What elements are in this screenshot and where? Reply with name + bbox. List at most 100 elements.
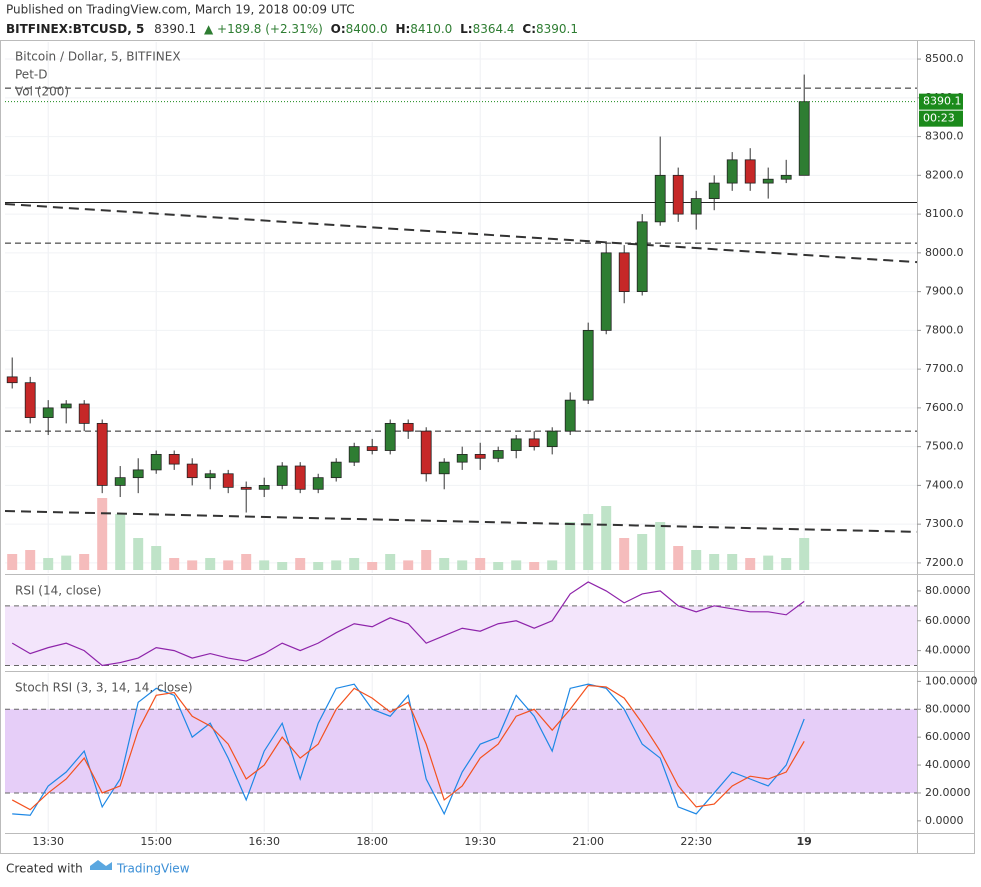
volume-bar [349,558,360,570]
volume-bar [637,534,648,570]
ohlc-value: 8410.0 [410,22,452,36]
candle-body [114,477,126,486]
volume-bar [61,555,72,570]
candle-body [294,465,306,490]
y-tick-label: 0.0000 [925,814,964,827]
candle-body [330,461,342,479]
footer-brand[interactable]: TradingView [116,862,190,876]
candle-body [78,403,90,424]
last-price-label: 8390.1 [923,95,962,108]
ohlc-value: 8400.0 [346,22,388,36]
candle-body [150,453,162,471]
ohlc-label: C: [522,22,536,36]
candle-body [168,453,180,465]
candle-body [780,174,792,180]
y-tick-label: 7400.0 [925,478,964,491]
x-tick-label: 16:30 [248,835,280,848]
x-tick-label: 22:30 [680,835,712,848]
last: 8390.1 [154,22,196,36]
indicator-label: Pet-D [15,68,47,82]
volume-bar [241,554,252,570]
volume-bar [403,560,414,570]
volume-bar [169,558,180,570]
volume-bar [439,558,450,570]
candle-body [582,329,594,401]
volume-bar [655,522,666,570]
candle-body [510,438,522,451]
candle-body [42,407,54,418]
volume-bar [619,538,630,570]
candle-body [600,252,612,331]
y-tick-label: 40.0000 [925,758,971,771]
symbol: BITFINEX:BTCUSD, 5 [6,22,144,36]
volume-bar [673,546,684,570]
volume-bar [799,538,810,570]
x-tick-label: 15:00 [140,835,172,848]
volume-bar [691,550,702,570]
countdown-label: 00:23 [923,112,955,125]
volume-bar [277,562,288,570]
trend-line [4,509,918,533]
x-tick-label: 13:30 [32,835,64,848]
candle-body [366,446,378,451]
y-tick-label: 7200.0 [925,556,964,569]
volume-bar [529,562,540,570]
candle-body [456,453,468,463]
candle-body [690,198,702,215]
volume-bar [25,550,36,570]
candle-body [762,178,774,184]
volume-bar [367,562,378,570]
candle-body [492,450,504,459]
indicator-label: Vol (200) [15,85,69,99]
volume-bar [511,560,522,570]
volume-bar [457,560,468,570]
volume-bar [583,514,594,570]
change: ▲ +189.8 (+2.31%) [204,22,323,36]
y-tick-label: 7500.0 [925,440,964,453]
y-tick-label: 7800.0 [925,323,964,336]
pane-title: Stoch RSI (3, 3, 14, 14, close) [15,681,193,695]
y-tick-label: 80.0000 [925,584,971,597]
candle-body [672,174,684,215]
candle-body [708,182,720,199]
x-tick-label: 18:00 [356,835,388,848]
volume-bar [205,558,216,570]
indicator-line [11,581,805,667]
volume-bar [601,506,612,570]
y-tick-label: 60.0000 [925,614,971,627]
candle-body [744,159,756,184]
x-tick-label: 19:30 [464,835,496,848]
volume-bar [781,558,792,570]
y-tick-label: 60.0000 [925,730,971,743]
indicator-line [11,684,805,811]
y-tick-label: 8200.0 [925,168,964,181]
ohlc-label: H: [395,22,410,36]
footer-text: Created with [6,862,83,876]
candle-body [276,465,288,486]
band-fill [5,709,917,793]
trend-line [4,203,918,264]
candle-body [132,469,144,479]
ohlc-value: 8364.4 [473,22,515,36]
last-price-box [919,93,963,110]
ohlc-value: 8390.1 [536,22,578,36]
candle-body [60,403,72,409]
candle-body [726,159,738,184]
x-tick-label: 19 [797,835,812,848]
volume-bar [295,558,306,570]
candle-body [618,252,630,293]
candle-body [186,463,198,479]
candle-body [312,477,324,490]
volume-bar [385,554,396,570]
candle-body [204,473,216,479]
volume-bar [115,514,126,570]
y-tick-label: 8500.0 [925,52,964,65]
y-tick-label: 8100.0 [925,207,964,220]
volume-bar [313,562,324,570]
candle-body [24,382,36,418]
candle-body [240,486,252,490]
candle-body [420,430,432,475]
volume-bar [475,558,486,570]
